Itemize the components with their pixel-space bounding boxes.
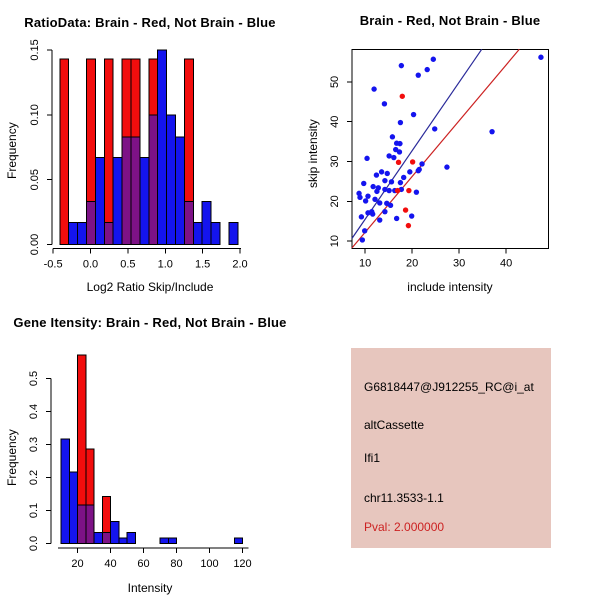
svg-text:0.0: 0.0 [28,536,40,551]
svg-text:0.3: 0.3 [28,437,40,452]
pval-text: Pval: 2.000000 [364,520,445,534]
probe-id: G6818447@J912255_RC@i_at [364,380,534,394]
splice-event-type: altCassette [364,418,425,432]
svg-text:1.0: 1.0 [158,259,173,271]
svg-text:0.5: 0.5 [28,371,40,386]
scatter-xaxis-label: include intensity [407,280,493,294]
intensity-histogram-plot: 20 40 60 80 100 120 0.0 0.1 0.2 0.3 0.4 0.5 [28,354,252,570]
scatter-yaxis-label: skip intensity [306,119,320,188]
svg-text:0.1: 0.1 [28,503,40,518]
intensity-histogram-title: Gene Itensity: Brain - Red, Not Brain - … [13,315,287,330]
svg-text:0.5: 0.5 [120,259,135,271]
svg-text:20: 20 [406,257,418,269]
svg-text:120: 120 [233,558,251,570]
svg-text:0.00: 0.00 [29,234,41,255]
intensity-yaxis-label: Frequency [5,429,19,486]
ratio-yaxis-label: Frequency [5,122,19,179]
svg-text:2.0: 2.0 [232,259,247,271]
svg-text:40: 40 [500,257,512,269]
svg-text:0.05: 0.05 [29,169,41,190]
svg-text:-0.5: -0.5 [44,259,63,271]
svg-text:0.0: 0.0 [83,259,98,271]
svg-text:0.15: 0.15 [29,39,41,60]
svg-text:100: 100 [200,558,218,570]
svg-text:50: 50 [329,76,341,88]
svg-text:1.5: 1.5 [195,259,210,271]
svg-text:30: 30 [329,155,341,167]
gene-name: Ifi1 [364,451,381,465]
svg-text:60: 60 [137,558,149,570]
svg-text:10: 10 [329,235,341,247]
ratio-histogram-plot: -0.5 0.0 0.5 1.0 1.5 2.0 0.00 0.05 0.10 0.15 [29,39,248,271]
svg-text:0.2: 0.2 [28,470,40,485]
svg-text:10: 10 [359,257,371,269]
svg-text:20: 20 [71,558,83,570]
svg-text:0.4: 0.4 [28,404,40,419]
svg-text:0.10: 0.10 [29,104,41,125]
ratio-xaxis-label: Log2 Ratio Skip/Include [86,280,214,294]
intensity-xaxis-label: Intensity [127,581,173,595]
gene-info-panel: G6818447@J912255_RC@i_at altCassette Ifi… [351,348,551,548]
svg-text:30: 30 [453,257,465,269]
svg-text:80: 80 [170,558,182,570]
scatter-title: Brain - Red, Not Brain - Blue [359,13,541,28]
chromosome-location: chr11.3533-1.1 [364,491,444,505]
ratio-histogram-title: RatioData: Brain - Red, Not Brain - Blue [24,15,276,30]
svg-text:20: 20 [329,195,341,207]
skip-include-scatter-plot: 10 20 30 40 10 20 30 40 50 [329,48,549,269]
svg-text:40: 40 [329,116,341,128]
svg-text:40: 40 [104,558,116,570]
